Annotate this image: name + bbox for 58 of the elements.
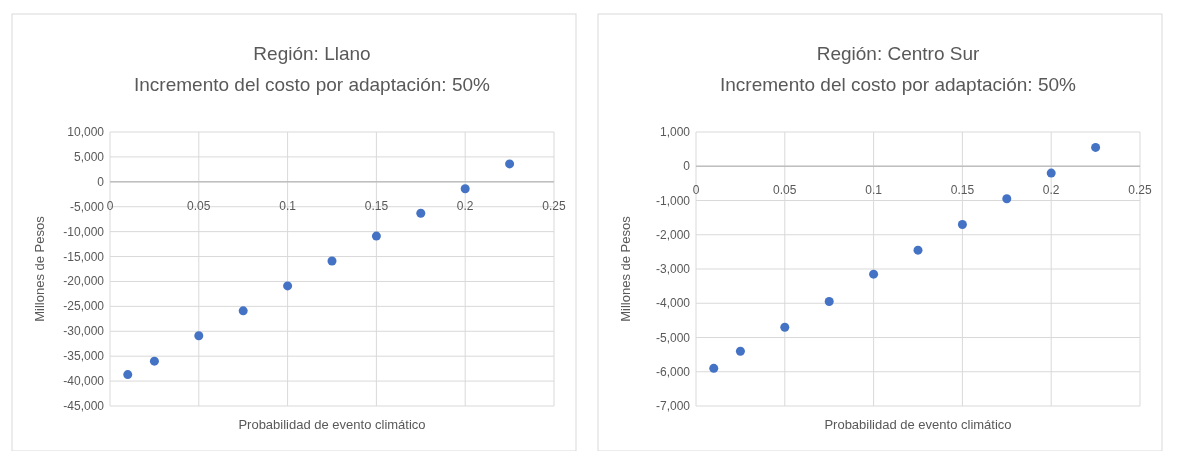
point [780,322,790,332]
point [460,184,470,194]
point [327,256,337,266]
point [1046,168,1056,178]
x-tick-label: 0.25 [542,198,566,213]
y-tick-label: -35,000 [63,349,105,364]
point [371,231,381,241]
point [824,297,834,307]
x-tick-label: 0.25 [1128,183,1152,198]
point [1091,142,1101,152]
y-tick-label: 5,000 [73,149,105,164]
y-tick-label: -10,000 [63,224,105,239]
y-tick-label: 1,000 [659,125,691,139]
y-tick-label: 0 [683,159,691,174]
point [505,159,515,169]
point [913,245,923,255]
x-tick-label: 0.05 [187,198,211,213]
y-tick-label: 10,000 [67,125,105,139]
x-tick-label: 0.1 [865,183,883,198]
chart-title: Región: Llano [253,43,371,64]
y-tick-label: -5,000 [655,330,691,345]
x-axis-title: Probabilidad de evento climático [238,417,426,432]
y-axis-title: Millones de Pesos [32,215,47,322]
y-tick-label: -25,000 [63,299,105,314]
y-tick-label: -3,000 [655,262,691,276]
point [735,346,745,356]
x-axis-title: Probabilidad de evento climático [824,417,1012,432]
point [123,370,133,380]
x-tick-label: 0.2 [456,198,474,213]
x-tick-label: 0.15 [364,198,389,213]
point [709,363,719,373]
point [149,356,159,366]
y-tick-label: -40,000 [63,374,105,389]
x-tick-label: 0.15 [950,183,975,198]
x-tick-label: 0.1 [279,198,297,213]
y-tick-label: -6,000 [655,364,691,379]
x-tick-label: 0.05 [773,183,797,198]
y-tick-label: -20,000 [63,274,105,289]
point [957,219,967,229]
chart-subtitle: Incremento del costo por adaptación: 50% [134,74,491,95]
chart-title: Región: Centro Sur [816,43,980,64]
point [1002,194,1012,204]
chart-subtitle: Incremento del costo por adaptación: 50% [720,74,1077,95]
y-axis-title: Millones de Pesos [618,215,633,322]
y-tick-label: -1,000 [655,193,691,208]
y-tick-label: -30,000 [63,324,105,339]
point [238,306,248,316]
y-tick-label: -5,000 [69,199,105,214]
y-tick-label: -7,000 [655,399,691,413]
y-tick-label: -2,000 [655,227,691,242]
x-tick-label: 0.2 [1042,183,1060,198]
y-tick-label: -15,000 [63,249,105,264]
point [194,331,204,341]
point [869,269,879,279]
point [416,208,426,218]
point [283,281,293,291]
y-tick-label: -45,000 [63,399,105,413]
y-tick-label: -4,000 [655,296,691,311]
